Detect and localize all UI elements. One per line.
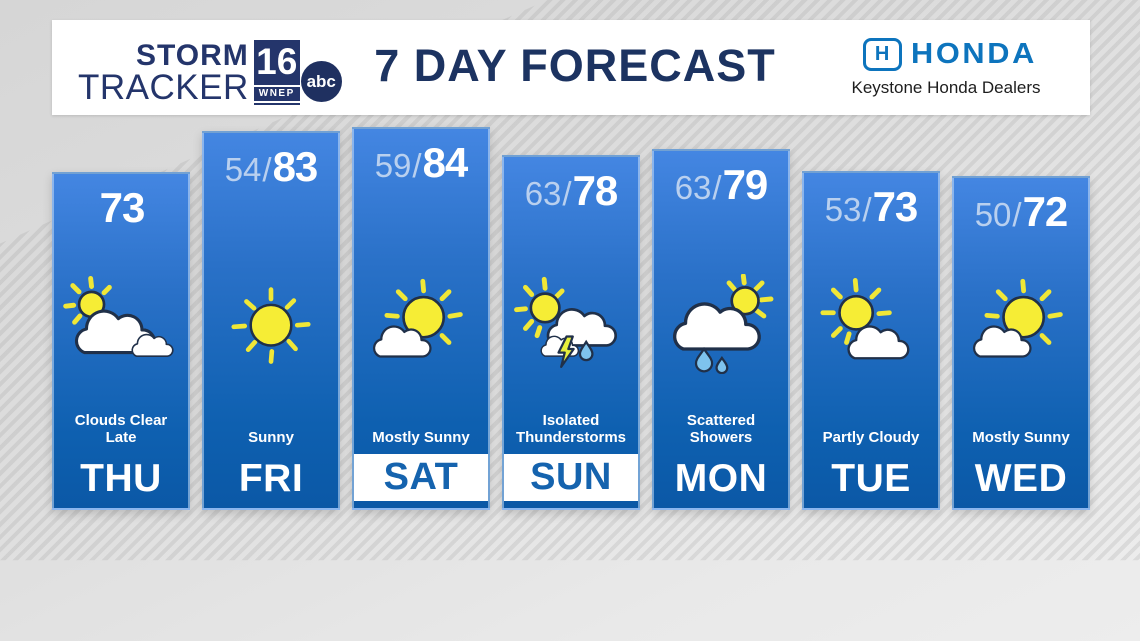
high-temp: 78 <box>572 167 619 214</box>
station-callsign: WNEP <box>253 85 300 104</box>
condition-label: Clouds Clear Late <box>74 412 168 447</box>
high-temp: 73 <box>99 184 146 231</box>
low-temp: 59 <box>374 147 412 184</box>
temperature-row: 63/79 <box>654 161 788 209</box>
day-label: MON <box>674 457 768 500</box>
storm-tracker-logo: STORM TRACKER 16 WNEP abc <box>78 31 342 107</box>
low-temp: 63 <box>674 169 712 206</box>
temperature-row: 54/83 <box>204 143 338 191</box>
low-temp: 50 <box>974 196 1012 233</box>
mostly-sunny-icon <box>954 276 1088 374</box>
honda-wordmark: HONDA <box>910 37 1037 70</box>
temp-separator: / <box>862 191 872 228</box>
high-temp: 73 <box>872 183 919 230</box>
temp-separator: / <box>712 169 722 206</box>
low-temp: 53 <box>824 191 862 228</box>
storm-label: STORM <box>135 39 249 73</box>
temp-separator: / <box>562 175 572 212</box>
condition-label: Isolated Thunderstorms <box>515 412 626 447</box>
forecast-card-fri: 54/83 Sunny FRI <box>202 131 340 510</box>
condition-label: Scattered Showers <box>686 412 756 447</box>
storm-tracker-wordmark: STORM TRACKER <box>78 39 249 107</box>
day-label: FRI <box>238 457 304 500</box>
header-bar: STORM TRACKER 16 WNEP abc 7 DAY FORECAST… <box>52 20 1090 115</box>
page-title: 7 DAY FORECAST <box>374 39 776 91</box>
day-label: SAT <box>354 454 488 501</box>
sponsor-block: H HONDA Keystone Honda Dealers <box>820 37 1072 98</box>
mostly-sunny-icon <box>354 276 488 374</box>
forecast-card-tue: 53/73 Partly Cloudy TUE <box>802 171 940 510</box>
condition-label: Sunny <box>248 429 294 447</box>
high-temp: 79 <box>722 161 769 208</box>
temperature-row: 53/73 <box>804 183 938 231</box>
low-temp: 54 <box>224 151 262 188</box>
day-label: SUN <box>504 454 638 501</box>
day-label: TUE <box>831 457 911 500</box>
isolated-thunderstorms-icon <box>504 274 638 374</box>
temperature-row: 73 <box>54 184 188 232</box>
temperature-row: 50/72 <box>954 188 1088 236</box>
day-label: WED <box>974 457 1068 500</box>
abc-network-icon: abc <box>300 61 342 103</box>
forecast-card-mon: 63/79 Scattered Showers MON <box>652 149 790 510</box>
high-temp: 84 <box>422 139 469 186</box>
day-label: THU <box>80 457 162 500</box>
scattered-showers-icon <box>654 274 788 374</box>
temperature-row: 59/84 <box>354 139 488 187</box>
forecast-card-sat: 59/84 Mostly Sunny SAT <box>352 127 490 510</box>
temperature-row: 63/78 <box>504 167 638 215</box>
honda-h-icon: H <box>862 37 902 71</box>
temp-separator: / <box>412 147 422 184</box>
channel-16-badge: 16 WNEP <box>253 40 300 104</box>
low-temp: 63 <box>524 175 562 212</box>
high-temp: 72 <box>1022 188 1069 235</box>
forecast-card-wed: 50/72 Mostly Sunny WED <box>952 176 1090 510</box>
honda-logo: H HONDA <box>820 37 1072 71</box>
channel-number: 16 <box>253 40 300 86</box>
temp-separator: / <box>1012 196 1022 233</box>
forecast-card-sun: 63/78 Isolated Thunderstorms SUN <box>502 155 640 510</box>
sunny-icon <box>204 278 338 374</box>
temp-separator: / <box>262 151 272 188</box>
condition-label: Mostly Sunny <box>972 429 1070 447</box>
condition-label: Partly Cloudy <box>822 429 920 447</box>
sun-behind-clouds-icon <box>54 274 188 374</box>
condition-label: Mostly Sunny <box>372 429 470 447</box>
tracker-label: TRACKER <box>78 67 249 107</box>
forecast-card-thu: 73 Clouds Clear Late THU <box>52 172 190 510</box>
high-temp: 83 <box>272 143 319 190</box>
partly-cloudy-icon <box>804 276 938 374</box>
sponsor-tagline: Keystone Honda Dealers <box>851 77 1041 97</box>
